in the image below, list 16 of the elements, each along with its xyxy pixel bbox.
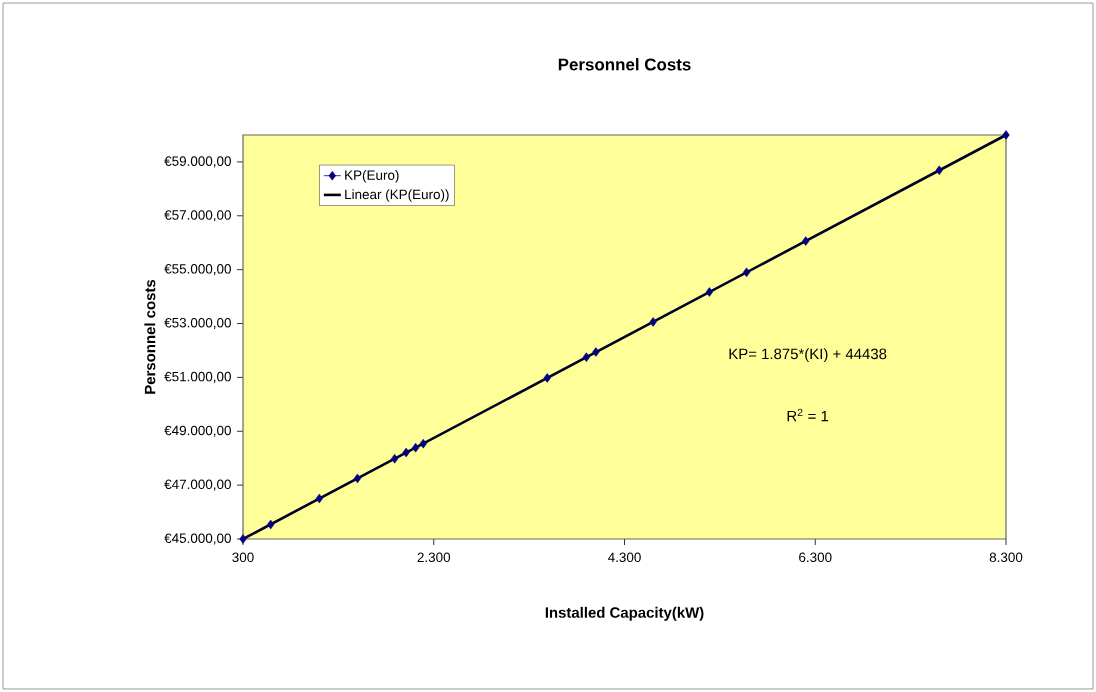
y-tick-label: €51.000,00 [164,371,231,383]
x-tick-label: 300 [232,552,254,563]
x-axis-title: Installed Capacity(kW) [545,606,704,621]
y-tick-label: €59.000,00 [164,156,231,168]
x-tick-label: 4.300 [607,552,641,563]
y-tick-label: €55.000,00 [164,264,231,276]
y-axis-title: Personnel costs [144,279,156,394]
y-tick-label: €45.000,00 [164,533,231,545]
x-tick-label: 2.300 [417,552,451,563]
y-tick-label: €57.000,00 [164,210,231,222]
y-tick-label: €47.000,00 [164,479,231,491]
y-tick-label: €49.000,00 [164,425,231,437]
x-tick-label: 8.300 [989,552,1023,563]
y-tick-label: €53.000,00 [164,317,231,330]
x-tick-label: 6.300 [799,552,832,563]
chart-title: Personnel Costs [558,58,691,71]
